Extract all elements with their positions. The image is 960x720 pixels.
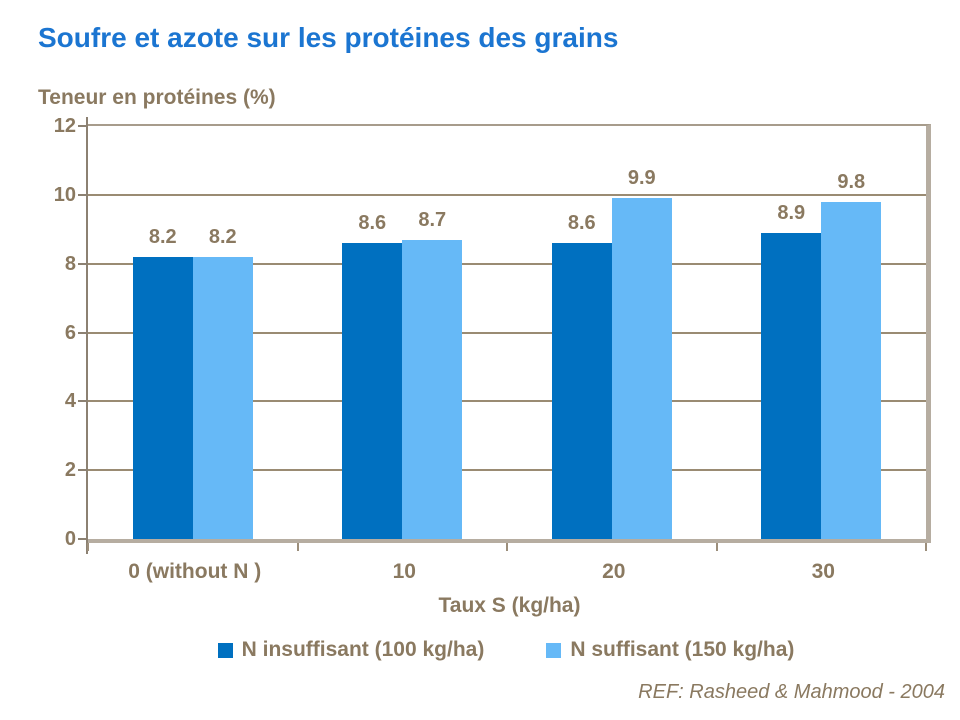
gridline xyxy=(88,193,926,196)
bar-group: 8.2 8.2 xyxy=(88,126,298,539)
y-tick-mark xyxy=(78,400,86,403)
chart-title: Soufre et azote sur les protéines des gr… xyxy=(38,22,619,53)
gridline xyxy=(88,469,926,472)
gridline xyxy=(88,331,926,334)
x-tick-mark xyxy=(715,543,718,551)
bar-dark-cat0 xyxy=(132,256,193,539)
y-axis-line xyxy=(86,117,88,554)
legend-swatch-light-blue-icon xyxy=(546,642,562,658)
x-axis-title: Taux S (kg/ha) xyxy=(438,594,581,617)
bar-light-cat1 xyxy=(402,239,463,539)
bar-light-cat0 xyxy=(192,256,253,539)
bar-value-label: 8.2 xyxy=(208,225,237,248)
bar-value-label: 8.6 xyxy=(358,212,387,235)
bar-dark-cat3 xyxy=(761,232,822,539)
x-tick-mark xyxy=(87,543,89,551)
y-axis-unit-label: Teneur en protéines (%) xyxy=(38,86,276,109)
bar-light-cat3 xyxy=(821,201,882,539)
bar-value-label: 9.9 xyxy=(627,167,656,190)
plot-area: 8.2 8.2 8.6 8.7 8.6 9.9 8.9 9.8 xyxy=(88,124,931,543)
y-tick-mark xyxy=(78,469,86,472)
bar-value-label: 8.9 xyxy=(777,201,806,224)
y-tick-label: 0 xyxy=(64,528,76,550)
y-tick-mark xyxy=(78,262,86,265)
y-tick-mark xyxy=(78,538,86,540)
y-tick-label: 6 xyxy=(64,321,76,344)
x-category-label: 30 xyxy=(811,560,835,583)
bar-value-label: 8.7 xyxy=(418,208,447,231)
y-tick-label: 8 xyxy=(64,252,76,275)
y-tick-mark xyxy=(78,331,86,334)
bar-value-label: 8.6 xyxy=(567,212,596,235)
gridline xyxy=(88,262,926,265)
x-category-label: 10 xyxy=(392,560,416,583)
legend-swatch-dark-blue-icon xyxy=(217,642,233,658)
x-category-label: 20 xyxy=(602,560,626,583)
bar-value-label: 9.8 xyxy=(837,170,866,193)
gridline xyxy=(88,400,926,403)
y-tick-mark xyxy=(78,193,86,196)
reference-citation: REF: Rasheed & Mahmood - 2004 xyxy=(638,681,945,703)
y-tick-mark xyxy=(78,125,86,127)
y-tick-label: 10 xyxy=(53,183,76,206)
bar-light-cat2 xyxy=(611,198,672,539)
bar-group: 8.6 8.7 xyxy=(298,126,508,539)
x-tick-mark xyxy=(296,543,299,551)
y-tick-label: 12 xyxy=(53,115,76,137)
legend-item-series2: N suffisant (150 kg/ha) xyxy=(546,638,794,662)
x-tick-mark xyxy=(925,543,927,551)
bar-value-label: 8.2 xyxy=(148,225,177,248)
legend-label-series1: N insuffisant (100 kg/ha) xyxy=(241,638,485,661)
x-category-label: 0 (without N ) xyxy=(128,560,262,583)
x-tick-mark xyxy=(506,543,508,551)
y-tick-label: 4 xyxy=(64,390,76,413)
bar-group: 8.6 9.9 xyxy=(507,126,717,539)
legend-item-series1: N insuffisant (100 kg/ha) xyxy=(217,638,485,662)
bar-group: 8.9 9.8 xyxy=(717,126,927,539)
legend-label-series2: N suffisant (150 kg/ha) xyxy=(570,638,795,661)
y-tick-label: 2 xyxy=(64,459,76,482)
bar-dark-cat1 xyxy=(342,243,403,539)
chart-legend: N insuffisant (100 kg/ha) N suffisant (1… xyxy=(0,638,960,662)
bar-dark-cat2 xyxy=(551,243,612,539)
